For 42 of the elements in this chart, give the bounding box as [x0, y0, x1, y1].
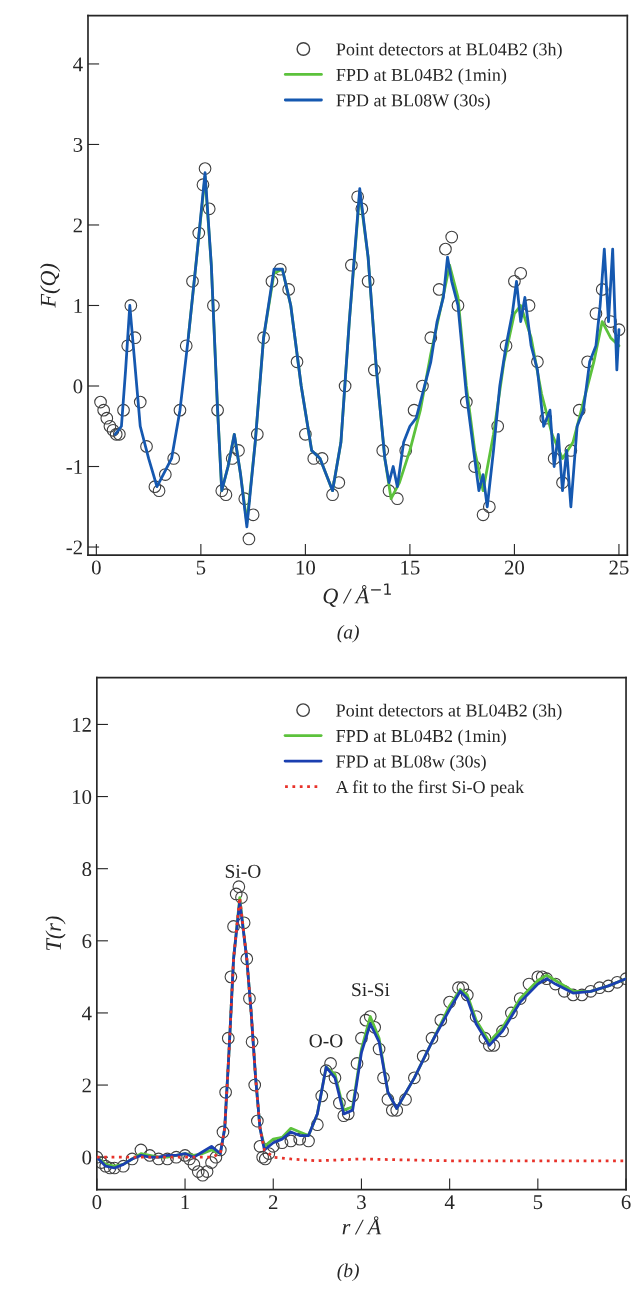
y-tick-label: -1 [66, 459, 82, 474]
x-tick-label: 1 [181, 1195, 190, 1209]
x-axis-title: Q / Å$^{−1}$ [323, 583, 391, 607]
y-tick-label: 3 [73, 137, 83, 152]
x-tick-label: 3 [357, 1195, 366, 1210]
y-tick-label: 12 [72, 717, 91, 732]
legend-label: FPD at BL08w (30s) [336, 754, 486, 772]
y-tick-label: 0 [73, 379, 83, 394]
y-axis-title: F(Q) [40, 263, 61, 308]
y-tick-label: -2 [66, 540, 82, 555]
y-tick-label: 4 [73, 57, 83, 72]
y-tick-label: 10 [72, 789, 92, 804]
x-tick-label: 10 [296, 560, 316, 575]
y-tick-label: 2 [73, 218, 82, 233]
annotation: Si-O [225, 864, 261, 878]
x-tick-label: 2 [268, 1195, 278, 1209]
y-tick-label: 6 [82, 934, 92, 949]
annotation: O-O [309, 1034, 343, 1048]
x-axis-title: r / Å [342, 1216, 382, 1235]
legend-label: Point detectors at BL04B2 (3h) [336, 703, 562, 721]
y-tick-label: 2 [82, 1078, 91, 1093]
legend-label: FPD at BL04B2 (1min) [336, 68, 507, 85]
text: (a) [337, 624, 359, 643]
x-tick-label: 15 [401, 560, 420, 575]
legend-label: FPD at BL04B2 (1min) [336, 729, 506, 746]
legend-label: FPD at BL08W (30s) [336, 93, 490, 111]
annotation: Si-Si [352, 983, 390, 997]
text: (b) [337, 1263, 359, 1282]
y-tick-label: 8 [82, 862, 92, 877]
x-tick-label: 4 [444, 1195, 455, 1209]
x-tick-label: 5 [196, 560, 206, 575]
x-tick-label: 0 [92, 1195, 102, 1210]
y-tick-label: 4 [81, 1006, 92, 1021]
y-axis-title: T(r) [45, 916, 66, 951]
x-tick-label: 20 [504, 560, 525, 575]
y-tick-label: 0 [82, 1150, 92, 1165]
y-tick-label: 1 [74, 298, 82, 313]
legend-label: Point detectors at BL04B2 (3h) [336, 42, 562, 60]
legend-label: A fit to the first Si-O peak [335, 780, 525, 797]
x-tick-label: 25 [609, 560, 629, 575]
x-tick-label: 6 [621, 1195, 631, 1210]
x-tick-label: 5 [533, 1195, 543, 1210]
